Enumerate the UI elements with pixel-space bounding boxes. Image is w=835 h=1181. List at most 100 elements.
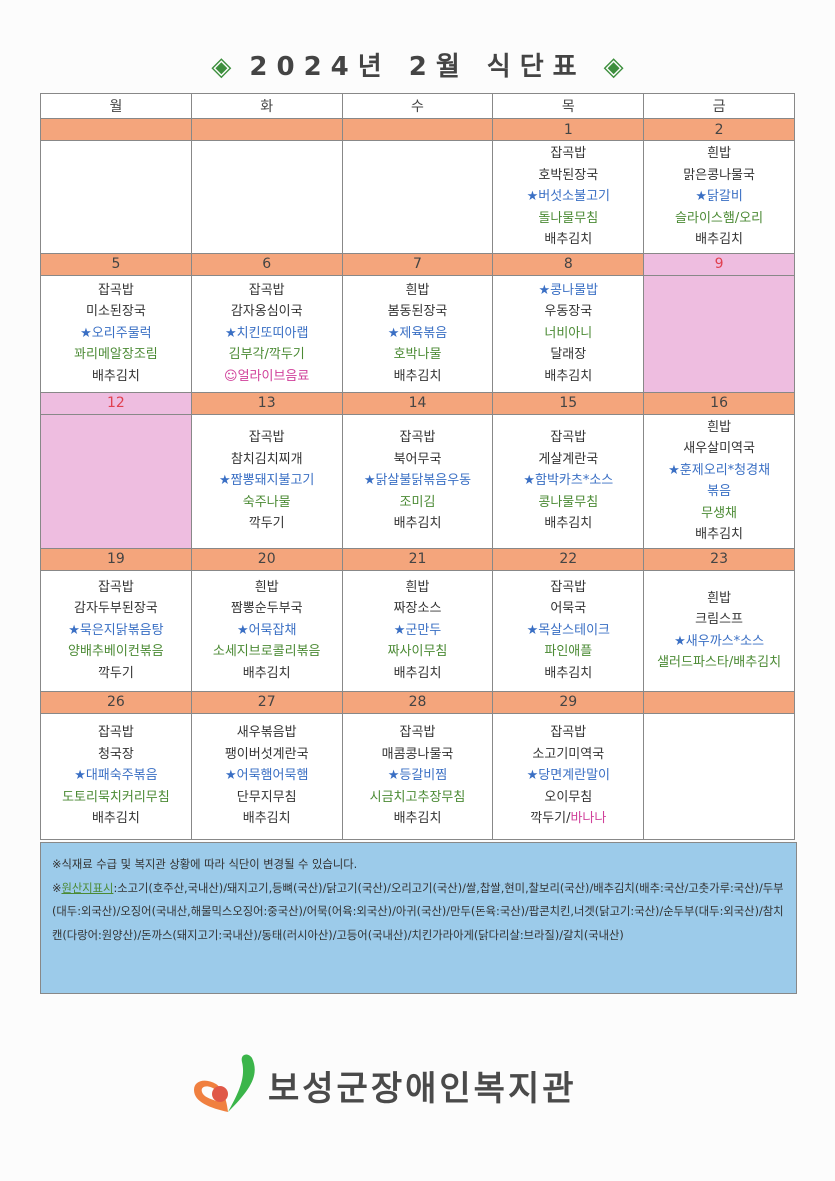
menu-item: 양배추베이컨볶음 xyxy=(41,641,191,663)
menu-item-text: 잡곡밥 xyxy=(550,430,587,446)
menu-item-text: 잡곡밥 xyxy=(399,430,436,446)
menu-item-text: 흰밥 xyxy=(405,282,430,298)
notes-box: ※식재료 수급 및 복지관 상황에 따라 식단이 변경될 수 있습니다. ※원산… xyxy=(40,842,797,994)
menu-item: 호박나물 xyxy=(343,344,493,366)
menu-cell: ★콩나물밥 우동장국 너비아니 달래장 배추김치 xyxy=(492,274,645,393)
menu-item: 짬뽕순두부국 xyxy=(192,598,342,620)
origin-notice: ※원산지표시:소고기(호주산,국내산)/돼지고기,등뼈(국산)/닭고기(국산)/… xyxy=(52,877,785,948)
menu-item: ★버섯소불고기 xyxy=(493,186,643,208)
menu-item: 잡곡밥 xyxy=(493,427,643,449)
menu-item: 짜사이무침 xyxy=(343,641,493,663)
date-cell xyxy=(40,118,192,141)
menu-item: 배추김치 xyxy=(644,524,794,546)
menu-item-text: 짜장소스 xyxy=(393,601,442,617)
menu-item: 김부각/깍두기 xyxy=(192,344,342,366)
menu-item: 배추김치 xyxy=(343,366,493,388)
menu-item: 잡곡밥 xyxy=(493,577,643,599)
menu-item-text: 돌나물무침 xyxy=(538,210,599,226)
menu-item-text: 깍두기 xyxy=(248,516,285,532)
menu-item-text: 조미김 xyxy=(399,494,436,510)
menu-cell xyxy=(40,140,192,254)
date-cell: 13 xyxy=(190,391,343,415)
menu-item: 배추김치 xyxy=(41,808,191,830)
menu-item-text: 잡곡밥 xyxy=(248,430,285,446)
menu-item-text: 잡곡밥 xyxy=(97,282,134,298)
menu-item: 소고기미역국 xyxy=(493,744,643,766)
menu-item-text: 슬라이스햄/오리 xyxy=(675,210,764,226)
menu-cell xyxy=(643,712,795,840)
menu-item-text: 소세지브로콜리볶음 xyxy=(212,644,321,660)
menu-item: ★묵은지닭볶음탕 xyxy=(41,620,191,642)
menu-item-text: 소고기미역국 xyxy=(532,746,605,762)
menu-cell: 흰밥 맑은콩나물국 ★닭갈비 슬라이스햄/오리 배추김치 xyxy=(643,140,795,254)
menu-cell xyxy=(40,413,192,549)
menu-item: 단무지무침 xyxy=(192,787,342,809)
menu-item: 배추김치 xyxy=(343,663,493,685)
menu-item-text: 호박된장국 xyxy=(538,167,599,183)
date-cell: 22 xyxy=(492,547,645,571)
menu-item-text: 달래장 xyxy=(550,347,587,363)
menu-item-text: 깍두기 xyxy=(97,665,134,681)
note-prefix: ※ xyxy=(52,881,62,895)
origin-text: :소고기(호주산,국내산)/돼지고기,등뼈(국산)/닭고기(국산)/오리고기(국… xyxy=(52,881,784,942)
menu-item-text: ★짬뽕돼지불고기 xyxy=(219,473,315,489)
menu-item-text: 흰밥 xyxy=(707,146,732,161)
menu-item-text: ★새우까스*소스 xyxy=(674,633,765,649)
menu-item: 흰밥 xyxy=(644,588,794,610)
menu-cell: 잡곡밥 어묵국 ★목살스테이크 파인애플 배추김치 xyxy=(492,569,645,692)
menu-item-text: ★어묵햄어묵햄 xyxy=(224,768,309,784)
menu-item: 콩나물무침 xyxy=(493,492,643,514)
menu-item: 게살계란국 xyxy=(493,449,643,471)
menu-cell: 잡곡밥 매콤콩나물국 ★등갈비찜 시금치고추장무침 배추김치 xyxy=(341,712,494,840)
menu-cell: 잡곡밥 호박된장국 ★버섯소불고기 돌나물무침 배추김치 xyxy=(492,140,645,254)
menu-item: 잡곡밥 xyxy=(343,427,493,449)
menu-item-text: 새우볶음밥 xyxy=(236,725,297,741)
menu-item: 새우볶음밥 xyxy=(192,722,342,744)
menu-item-text: ★훈제오리*청경채 xyxy=(668,462,771,478)
menu-cell: 흰밥 새우살미역국 ★훈제오리*청경채 볶음 무생채 배추김치 xyxy=(643,413,795,549)
menu-cell: 잡곡밥 청국장 ★대패숙주볶음 도토리묵치커리무침 배추김치 xyxy=(40,712,192,840)
menu-item-text: 짬뽕순두부국 xyxy=(230,601,303,617)
menu-item: 흰밥 xyxy=(343,577,493,599)
title-text: 2024년 2월 식단표 xyxy=(249,52,586,82)
menu-change-notice: ※식재료 수급 및 복지관 상황에 따라 식단이 변경될 수 있습니다. xyxy=(52,858,358,871)
menu-item-text: 단무지무침 xyxy=(236,789,297,805)
menu-item-text: 새우살미역국 xyxy=(683,441,755,456)
menu-item: 흰밥 xyxy=(343,280,493,302)
menu-item: 배추김치 xyxy=(343,808,493,830)
menu-cell: 흰밥 크림스프 ★새우까스*소스 샐러드파스타/배추김치 xyxy=(643,569,795,692)
date-cell: 6 xyxy=(190,252,343,276)
menu-item: 돌나물무침 xyxy=(493,208,643,230)
menu-item-text: 잡곡밥 xyxy=(550,579,587,595)
menu-item: 볶음 xyxy=(644,481,794,503)
origin-label: 원산지표시 xyxy=(61,881,114,895)
menu-cell: 잡곡밥 감자옹심이국 ★치킨또띠아랩 김부각/깍두기 ☺얼라이브음료 xyxy=(190,274,343,393)
menu-item: 북어무국 xyxy=(343,449,493,471)
date-cell xyxy=(643,690,795,714)
menu-item-text: 배추김치 xyxy=(242,811,291,827)
menu-item-text: 깍두기/ xyxy=(530,811,571,827)
date-cell: 15 xyxy=(492,391,645,415)
date-cell: 1 xyxy=(492,118,645,141)
menu-item: ★대패숙주볶음 xyxy=(41,765,191,787)
menu-item-text: 우동장국 xyxy=(544,304,593,320)
menu-item: ★목살스테이크 xyxy=(493,620,643,642)
menu-item-text: 배추김치 xyxy=(544,232,593,247)
menu-item: 배추김치 xyxy=(493,229,643,251)
menu-item: 매콤콩나물국 xyxy=(343,744,493,766)
date-cell: 7 xyxy=(341,252,494,276)
menu-item-text: 배추김치 xyxy=(544,516,593,532)
menu-item-text: 짜사이무침 xyxy=(387,644,448,660)
menu-item: 배추김치 xyxy=(192,808,342,830)
menu-item: ☺얼라이브음료 xyxy=(192,366,342,388)
date-cell: 5 xyxy=(40,252,192,276)
menu-item: 흰밥 xyxy=(644,143,794,165)
menu-item-text: 흰밥 xyxy=(405,579,430,595)
menu-item-text: 콩나물무침 xyxy=(538,494,599,510)
menu-item-text: 잡곡밥 xyxy=(97,579,134,595)
menu-item-text: 잡곡밥 xyxy=(550,725,587,741)
menu-item: 깍두기 xyxy=(192,513,342,535)
menu-cell xyxy=(190,140,343,254)
